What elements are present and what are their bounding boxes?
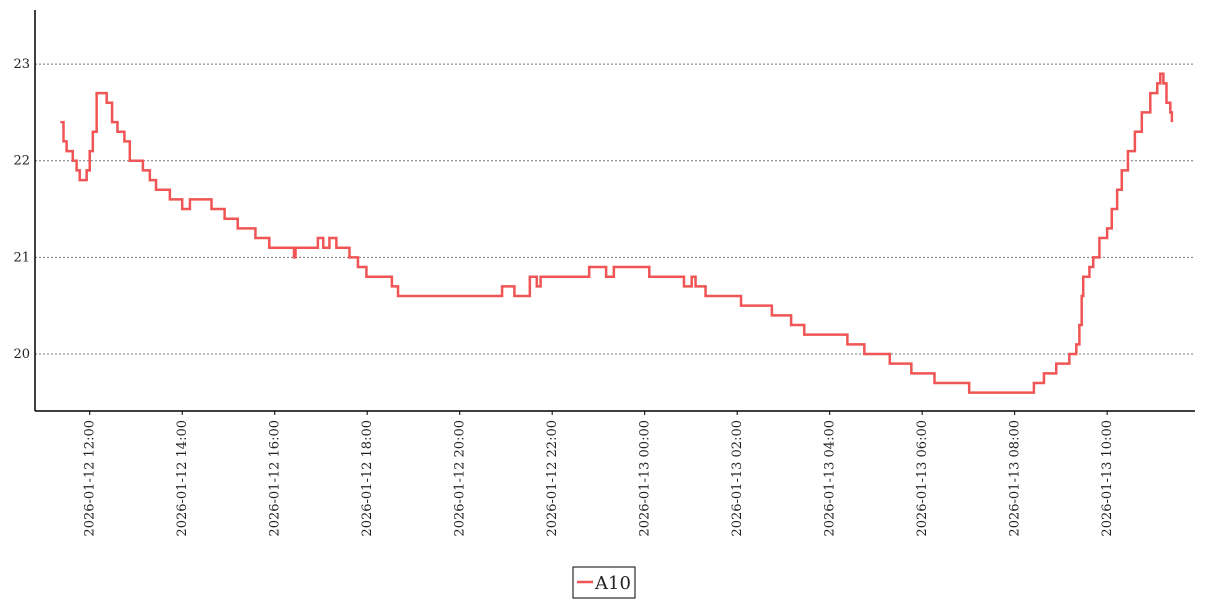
x-tick-label: 2026-01-13 04:00	[823, 420, 838, 537]
x-tick-label: 2026-01-13 08:00	[1008, 420, 1023, 537]
data-line	[60, 72, 1174, 394]
x-tick-label: 2026-01-12 20:00	[453, 420, 468, 537]
x-tick-label: 2026-01-13 10:00	[1100, 420, 1115, 537]
x-tick-label: 2026-01-12 16:00	[268, 420, 283, 537]
x-tick-label: 2026-01-12 22:00	[545, 420, 560, 537]
x-tick-label: 2026-01-13 02:00	[730, 420, 745, 537]
legend-box	[572, 566, 636, 599]
x-tick-label: 2026-01-12 14:00	[175, 420, 190, 537]
x-tick-label: 2026-01-13 06:00	[915, 420, 930, 537]
y-tick-label: 22	[13, 154, 30, 169]
y-tick-label: 20	[13, 347, 30, 362]
y-tick-label: 23	[13, 57, 30, 72]
x-tick-label: 2026-01-12 18:00	[360, 420, 375, 537]
x-tick-label: 2026-01-13 00:00	[638, 420, 653, 537]
y-tick-label: 21	[13, 250, 30, 265]
x-tick-label: 2026-01-12 12:00	[83, 420, 98, 537]
legend-label: A10	[594, 573, 631, 594]
